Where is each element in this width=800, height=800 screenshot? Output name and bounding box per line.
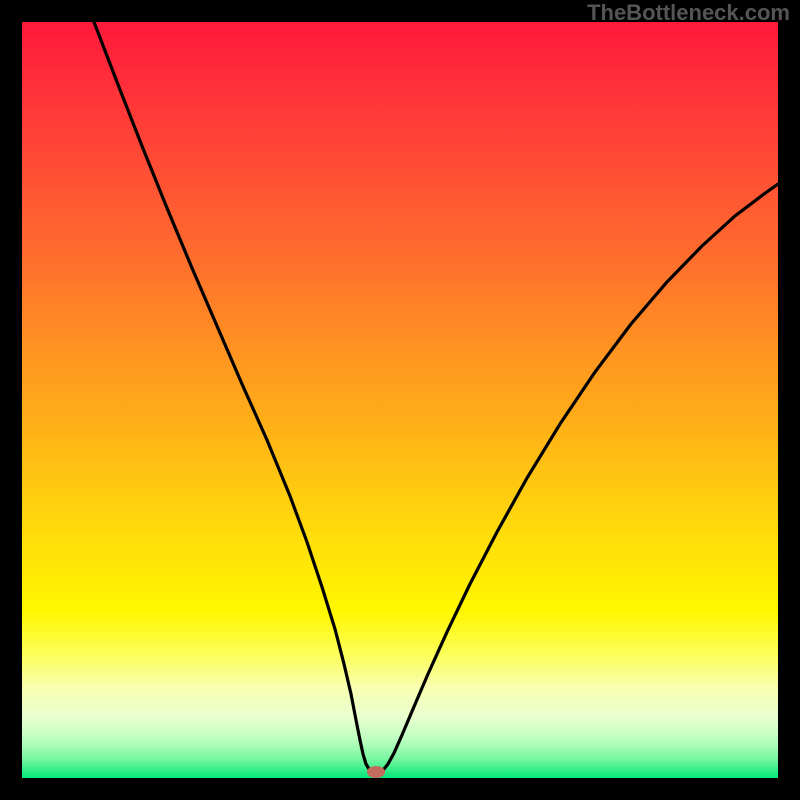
plot-area xyxy=(22,22,778,778)
curve-left-branch xyxy=(94,22,369,769)
curve-right-branch xyxy=(384,184,778,769)
chart-container: TheBottleneck.com xyxy=(0,0,800,800)
watermark-text: TheBottleneck.com xyxy=(587,0,790,26)
minimum-marker xyxy=(367,766,385,778)
curve-layer xyxy=(22,22,778,778)
